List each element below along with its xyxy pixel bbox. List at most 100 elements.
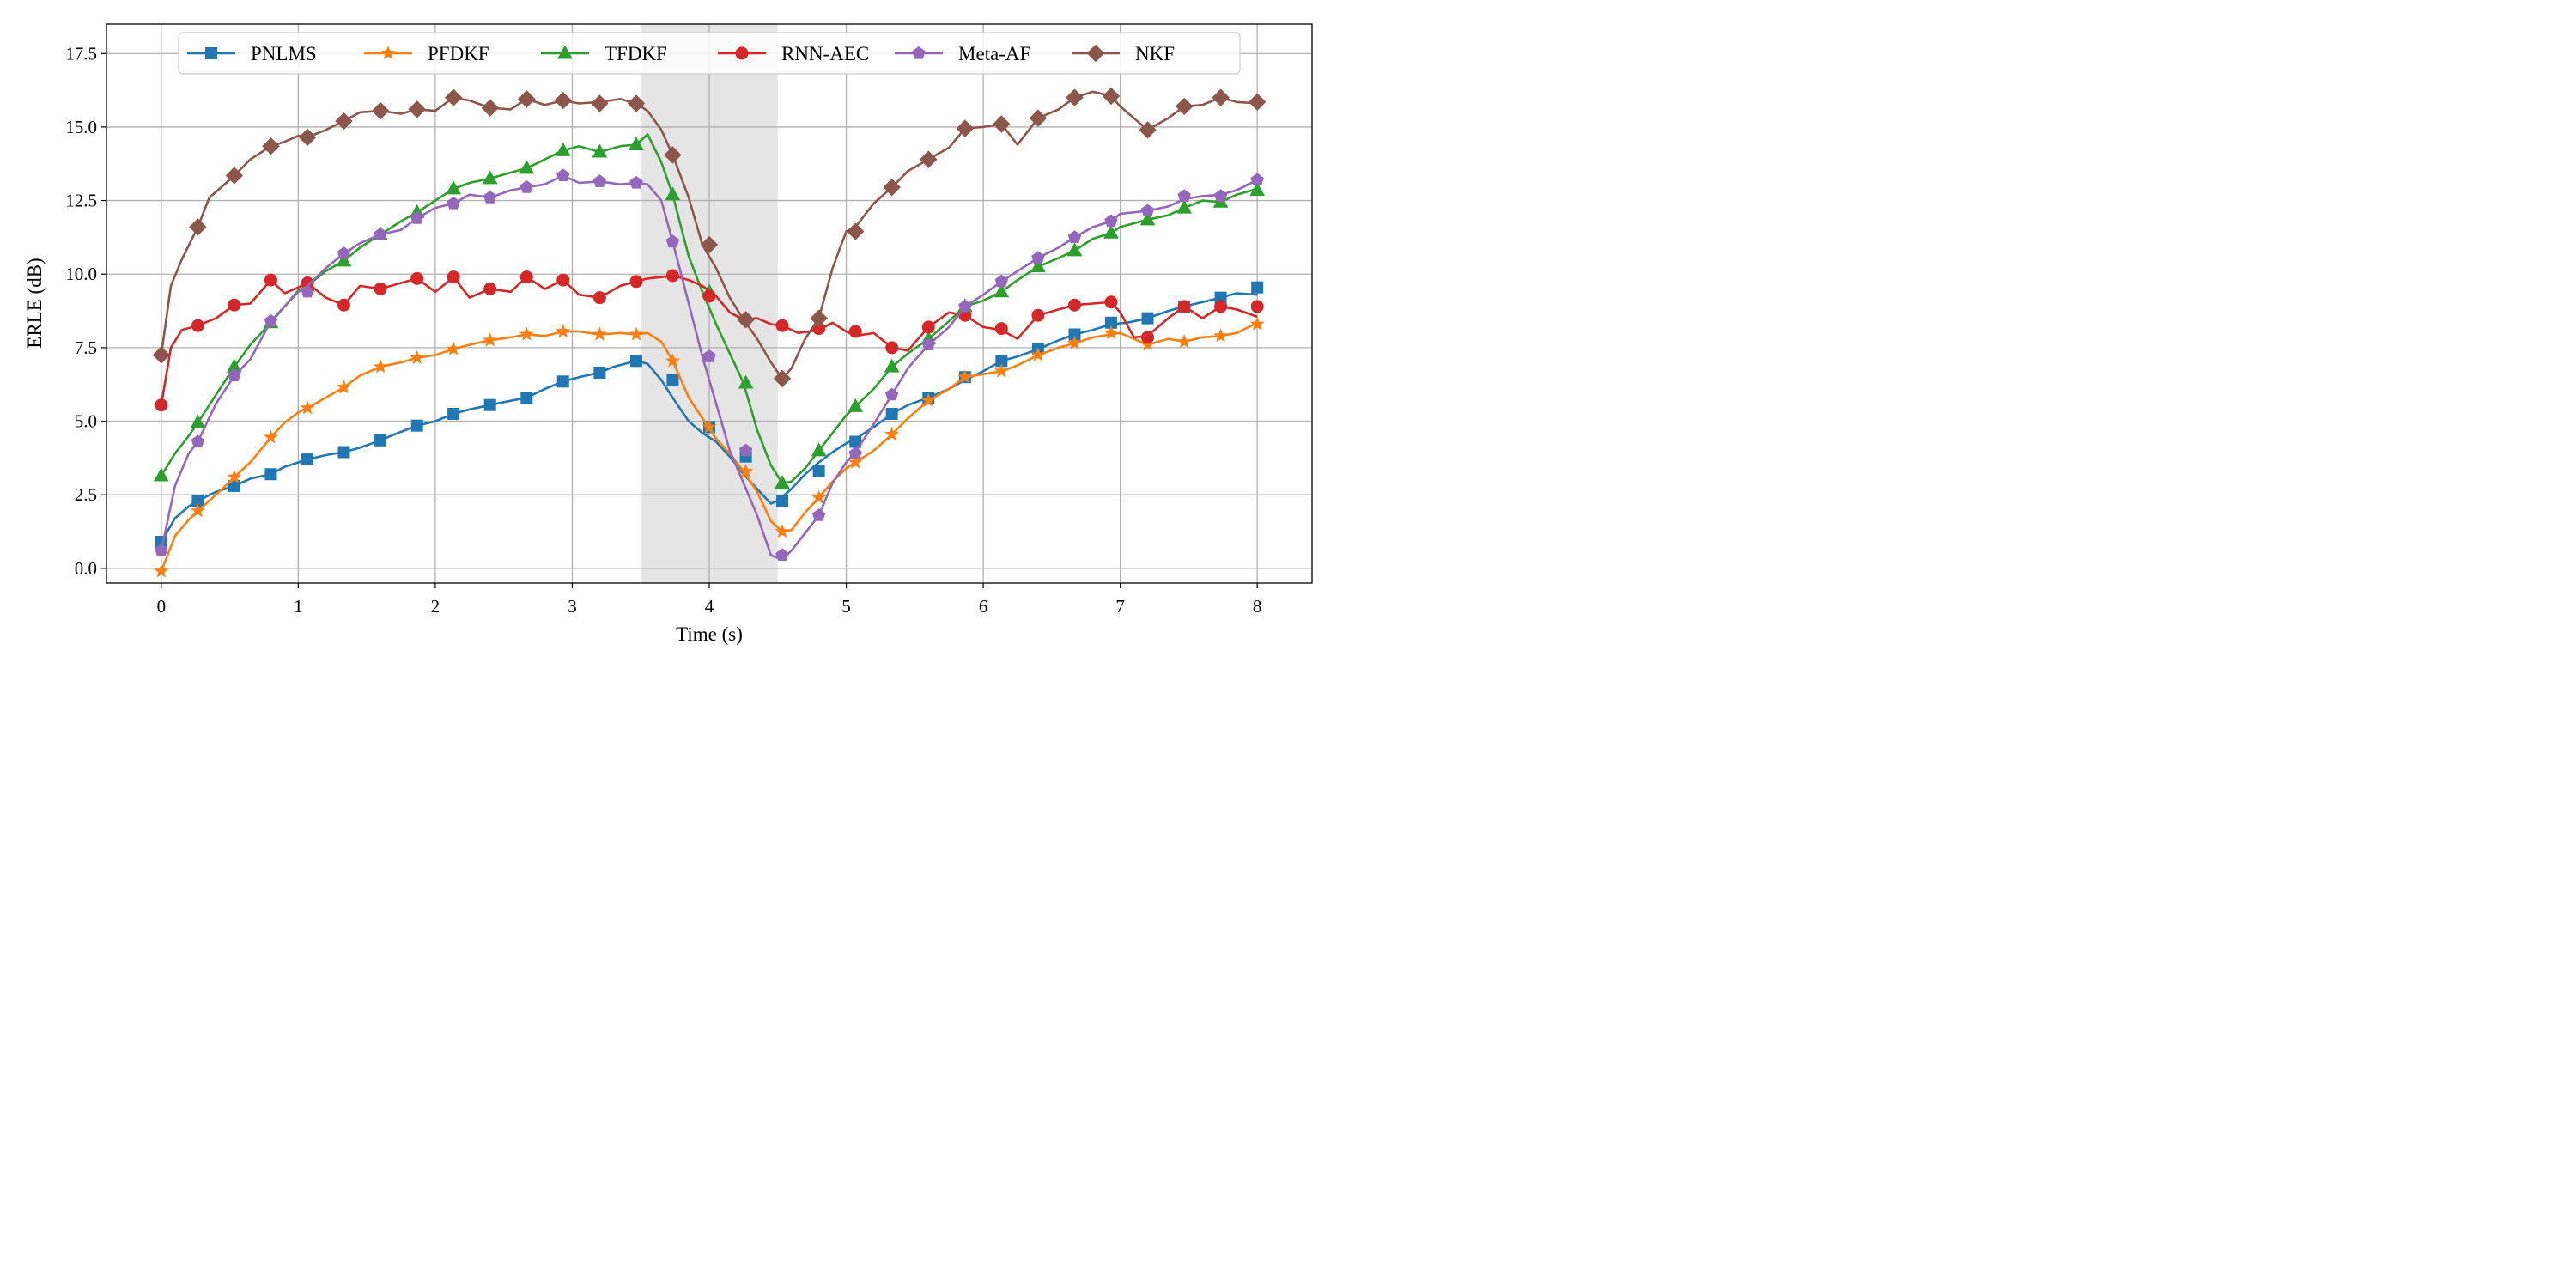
data-point-rnn-aec: [629, 275, 643, 289]
data-point-nkf: [1248, 93, 1267, 112]
legend-label-tfdkf: TFDKF: [605, 43, 667, 64]
data-point-tfdkf: [811, 442, 827, 457]
y-tick-label: 17.5: [65, 43, 97, 64]
data-point-nkf: [189, 218, 207, 236]
data-point-rnn-aec: [1104, 295, 1118, 309]
data-point-pfdkf: [957, 369, 973, 384]
data-point-meta-af: [702, 349, 716, 362]
data-point-nkf: [847, 222, 865, 240]
x-tick-label: 1: [294, 596, 303, 617]
data-point-nkf: [920, 150, 938, 168]
legend-box: [178, 32, 1241, 75]
data-point-pfdkf: [702, 419, 717, 434]
data-point-nkf: [408, 100, 426, 118]
data-point-pfdkf: [884, 427, 900, 441]
data-point-rnn-aec: [592, 291, 606, 305]
data-point-pfdkf: [993, 363, 1009, 378]
data-point-meta-af: [374, 227, 387, 240]
x-tick-label: 4: [705, 596, 714, 617]
data-point-pnlms: [666, 374, 679, 386]
data-point-pnlms: [1251, 281, 1264, 294]
data-point-tfdkf: [592, 143, 608, 158]
legend-entry-pnlms: PNLMS: [187, 43, 317, 64]
series-line-pnlms: [160, 292, 1258, 543]
data-point-pfdkf: [811, 489, 827, 504]
data-point-rnn-aec: [374, 282, 387, 295]
data-point-pfdkf: [190, 503, 205, 518]
data-point-meta-af: [848, 447, 862, 459]
series-meta-af: [155, 168, 1264, 562]
data-point-nkf: [481, 99, 499, 117]
data-point-tfdkf: [738, 374, 754, 389]
data-point-nkf: [518, 90, 536, 108]
data-point-pfdkf: [154, 563, 169, 578]
chart-figure: 0 1 2 3 4 5 6 7 8 0.0 2.5 5.0 7.5 10.0 12.5 15.0 17.5 Ti…: [0, 0, 1337, 660]
data-point-nkf: [993, 115, 1011, 133]
data-point-meta-af: [1177, 189, 1191, 203]
data-point-meta-af: [155, 544, 168, 556]
legend-entry-nkf: NKF: [1072, 43, 1175, 64]
data-point-pfdkf: [629, 326, 644, 341]
data-point-tfdkf: [629, 136, 644, 150]
data-point-rnn-aec: [337, 298, 350, 312]
data-point-pnlms: [483, 398, 496, 411]
series-pfdkf: [154, 316, 1265, 578]
data-point-meta-af: [1213, 189, 1228, 203]
data-point-rnn-aec: [228, 298, 241, 312]
data-point-meta-af: [410, 211, 424, 224]
data-point-tfdkf: [1249, 182, 1266, 197]
data-point-meta-af: [301, 284, 314, 298]
data-point-pnlms: [301, 453, 314, 466]
data-point-meta-af: [556, 168, 570, 182]
data-point-nkf: [225, 167, 244, 185]
data-point-tfdkf: [993, 283, 1010, 298]
data-point-rnn-aec: [410, 271, 424, 285]
data-point-pnlms: [374, 434, 387, 447]
y-tick-label: 2.5: [75, 484, 97, 505]
data-point-nkf: [1212, 88, 1230, 106]
data-point-meta-af: [738, 443, 753, 457]
y-tick-label: 10.0: [65, 264, 97, 284]
data-point-pnlms: [520, 392, 533, 404]
data-point-pfdkf: [1249, 316, 1265, 331]
data-point-meta-af: [884, 387, 899, 401]
data-point-pnlms: [885, 407, 898, 420]
legend-marker-rnn-aec: [735, 46, 749, 60]
legend-entry-tfdkf: TFDKF: [541, 43, 667, 64]
data-point-tfdkf: [153, 467, 169, 482]
data-point-tfdkf: [1030, 258, 1046, 273]
data-point-pnlms: [629, 355, 642, 368]
data-point-meta-af: [1031, 251, 1045, 264]
data-point-tfdkf: [1139, 211, 1156, 226]
data-point-meta-af: [1104, 214, 1118, 228]
data-point-nkf: [883, 178, 901, 197]
data-point-nkf: [1102, 87, 1121, 106]
data-point-tfdkf: [482, 170, 498, 185]
data-point-rnn-aec: [1068, 298, 1082, 312]
data-point-pfdkf: [775, 524, 790, 538]
data-point-tfdkf: [446, 180, 461, 195]
data-point-nkf: [1029, 109, 1048, 127]
data-point-tfdkf: [848, 398, 864, 412]
data-point-pfdkf: [263, 429, 278, 444]
x-tick-label: 8: [1253, 596, 1262, 617]
data-point-pfdkf: [556, 324, 571, 338]
data-point-pfdkf: [738, 463, 754, 478]
data-point-rnn-aec: [155, 398, 168, 412]
data-point-rnn-aec: [483, 282, 497, 295]
data-point-pfdkf: [1176, 334, 1192, 349]
data-point-pnlms: [264, 468, 277, 481]
data-point-meta-af: [1067, 230, 1082, 243]
legend-label-nkf: NKF: [1135, 43, 1175, 64]
data-point-meta-af: [592, 174, 607, 187]
data-point-rnn-aec: [921, 320, 935, 334]
legend-marker-meta-af: [912, 46, 926, 59]
data-point-nkf: [700, 235, 719, 254]
x-tick-label: 3: [568, 596, 577, 617]
legend-entry-meta-af: Meta-AF: [895, 43, 1030, 64]
data-point-pfdkf: [519, 326, 534, 341]
data-point-pfdkf: [665, 353, 680, 368]
series-line-meta-af: [160, 174, 1258, 561]
erle-line-chart: 0 1 2 3 4 5 6 7 8 0.0 2.5 5.0 7.5 10.0 12.5 15.0 17.5 Ti…: [0, 0, 1337, 660]
x-axis-label: Time (s): [676, 623, 743, 645]
